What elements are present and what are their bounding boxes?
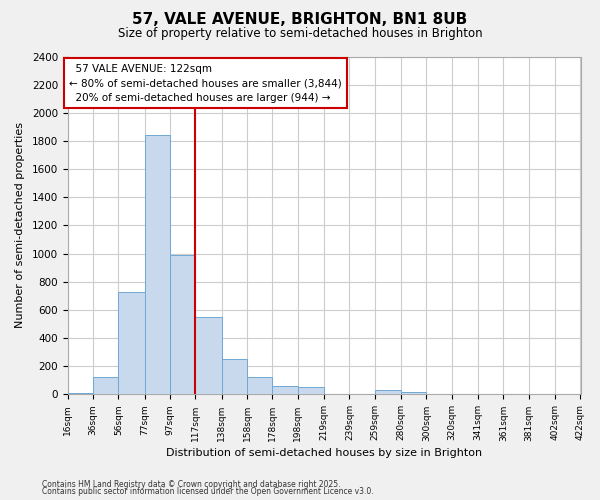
Bar	[170, 255, 196, 394]
Bar	[118, 292, 145, 395]
Bar	[145, 136, 170, 394]
Text: 57 VALE AVENUE: 122sqm
← 80% of semi-detached houses are smaller (3,844)
  20% o: 57 VALE AVENUE: 122sqm ← 80% of semi-det…	[69, 64, 342, 103]
Text: Contains public sector information licensed under the Open Government Licence v3: Contains public sector information licen…	[42, 488, 374, 496]
Bar	[68, 393, 93, 394]
Bar	[375, 390, 401, 394]
X-axis label: Distribution of semi-detached houses by size in Brighton: Distribution of semi-detached houses by …	[166, 448, 482, 458]
Bar	[93, 377, 118, 394]
Bar	[272, 386, 298, 394]
Text: Contains HM Land Registry data © Crown copyright and database right 2025.: Contains HM Land Registry data © Crown c…	[42, 480, 341, 489]
Y-axis label: Number of semi-detached properties: Number of semi-detached properties	[15, 122, 25, 328]
Bar	[298, 388, 324, 394]
Bar	[247, 377, 272, 394]
Bar	[401, 392, 427, 394]
Bar	[196, 317, 222, 394]
Text: 57, VALE AVENUE, BRIGHTON, BN1 8UB: 57, VALE AVENUE, BRIGHTON, BN1 8UB	[133, 12, 467, 28]
Bar	[222, 360, 247, 394]
Text: Size of property relative to semi-detached houses in Brighton: Size of property relative to semi-detach…	[118, 28, 482, 40]
